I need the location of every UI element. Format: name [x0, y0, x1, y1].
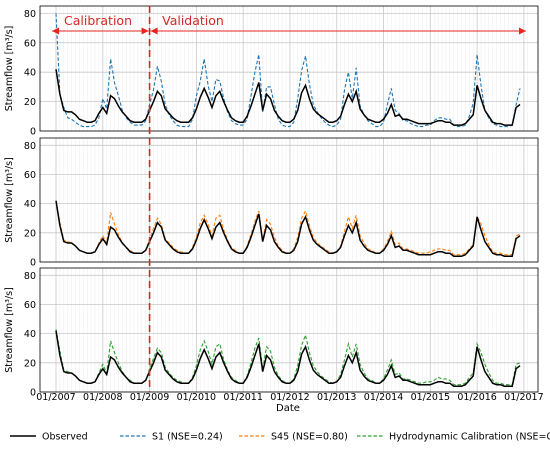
split-overlay: Calibration Validation — [52, 6, 526, 392]
y-tick-label: 20 — [24, 97, 36, 108]
x-tick-label: 01/2011 — [223, 392, 262, 403]
x-tick-label: 01/2010 — [177, 392, 216, 403]
calibration-arrow-head-left — [52, 27, 59, 35]
y-tick-label: 40 — [24, 199, 36, 210]
validation-arrow-head-left — [150, 27, 158, 35]
y-tick-label: 20 — [24, 358, 36, 369]
series-line-s45 — [55, 200, 521, 256]
panel-3: 0 20 40 60 80 Streamflow [m³/s] — [4, 267, 539, 399]
y-tick-label: 80 — [24, 141, 36, 152]
series-line-observed — [55, 200, 521, 257]
y-tick-label: 0 — [30, 388, 36, 399]
x-tick-label: 01/2013 — [317, 392, 356, 403]
panel-1: 0 20 40 60 80 Streamflow [m³/s] — [4, 5, 539, 138]
series-line-observed — [55, 69, 521, 126]
y-tick-label: 80 — [24, 9, 36, 20]
validation-label: Validation — [162, 13, 224, 28]
x-tick-label: 01/2008 — [83, 392, 122, 403]
legend-label-s45: S45 (NSE=0.80) — [271, 432, 348, 443]
legend-label-hydro: Hydrodynamic Calibration (NSE=0.80) — [389, 432, 550, 443]
y-tick-label: 60 — [24, 38, 36, 49]
x-tick-label: 01/2016 — [457, 392, 496, 403]
x-tick-label: 01/2015 — [411, 392, 450, 403]
x-tick-label: 01/2007 — [36, 392, 75, 403]
series-line-observed — [55, 330, 521, 387]
legend-label-s1: S1 (NSE=0.24) — [152, 432, 223, 443]
y-tick-label: 40 — [24, 68, 36, 79]
y-tick-label: 40 — [24, 329, 36, 340]
panels: 0 20 40 60 80 Streamflow [m³/s] 0 20 40 60 80 Strea… — [4, 5, 544, 403]
y-axis-title: Streamflow [m³/s] — [4, 157, 15, 243]
series-line-s1 — [55, 13, 521, 128]
x-axis-title: Date — [276, 403, 300, 414]
panel-frame — [39, 267, 539, 393]
y-tick-label: 0 — [30, 258, 36, 269]
y-tick-label: 20 — [24, 228, 36, 239]
panel-frame — [39, 137, 539, 263]
x-tick-label: 01/2012 — [270, 392, 309, 403]
x-tick-label: 01/2017 — [504, 392, 543, 403]
calibration-arrow-head-right — [141, 27, 149, 35]
y-tick-label: 0 — [30, 127, 36, 138]
panel-2: 0 20 40 60 80 Streamflow [m³/s] — [4, 137, 539, 269]
x-tick-label: 01/2009 — [130, 392, 169, 403]
legend-label-observed: Observed — [42, 432, 88, 443]
y-axis-title: Streamflow [m³/s] — [4, 26, 15, 112]
validation-arrow-head-right — [519, 27, 526, 35]
y-tick-label: 60 — [24, 300, 36, 311]
panel-background — [40, 268, 538, 392]
y-tick-label: 60 — [24, 170, 36, 181]
x-tick-label: 01/2014 — [364, 392, 403, 403]
panel-frame — [39, 5, 539, 132]
y-axis-title: Streamflow [m³/s] — [4, 287, 15, 373]
calibration-label: Calibration — [64, 13, 132, 28]
y-tick-label: 80 — [24, 271, 36, 282]
panel-background — [40, 6, 538, 131]
legend: Observed S1 (NSE=0.24) S45 (NSE=0.80) Hydro… — [10, 432, 550, 443]
panel-background — [40, 138, 538, 262]
